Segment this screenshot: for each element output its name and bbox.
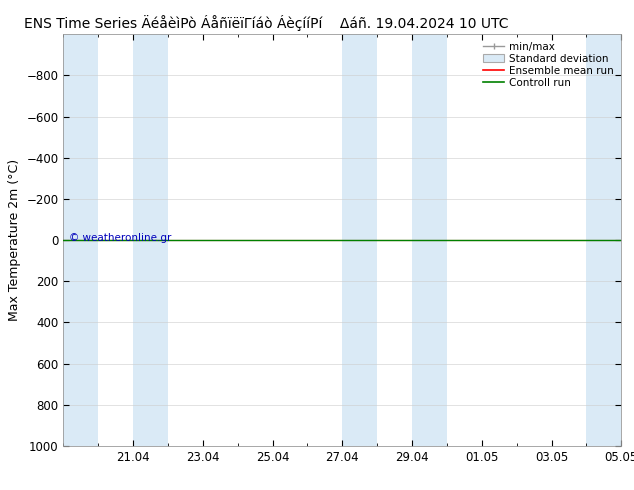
- Bar: [342, 34, 377, 446]
- Bar: [412, 34, 447, 446]
- Bar: [63, 34, 98, 446]
- Text: © weatheronline.gr: © weatheronline.gr: [69, 233, 171, 243]
- Bar: [586, 34, 621, 446]
- Bar: [133, 34, 168, 446]
- Text: ENS Time Series ÄéåèìPò ÁåñïëïΓíáò ÁèçííPí    Δáñ. 19.04.2024 10 UTC: ENS Time Series ÄéåèìPò ÁåñïëïΓíáò Áèçíí…: [24, 15, 508, 31]
- Y-axis label: Max Temperature 2m (°C): Max Temperature 2m (°C): [8, 159, 21, 321]
- Legend: min/max, Standard deviation, Ensemble mean run, Controll run: min/max, Standard deviation, Ensemble me…: [481, 40, 616, 90]
